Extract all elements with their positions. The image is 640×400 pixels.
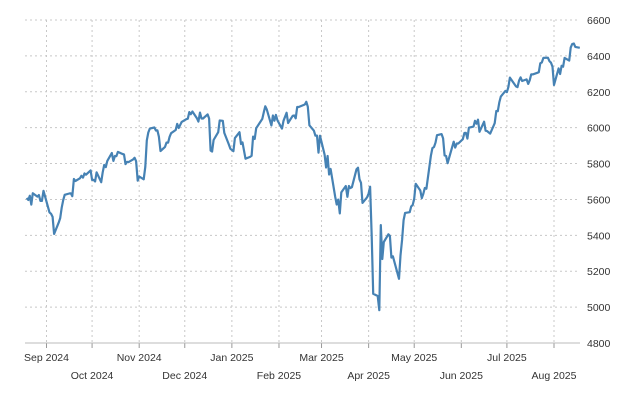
- x-tick-label: Aug 2025: [532, 370, 577, 382]
- y-tick-label: 6200: [587, 87, 611, 99]
- x-tick-label: Sep 2024: [24, 352, 69, 364]
- y-tick-label: 5000: [587, 302, 611, 314]
- x-tick-label: Jan 2025: [210, 352, 253, 364]
- x-tick-label: Apr 2025: [347, 370, 390, 382]
- x-tick-label: Oct 2024: [71, 370, 114, 382]
- series-layer: [25, 42, 581, 312]
- y-axis: 6600 6400 6200 6000 5800 5600 5400 5200 5000 4800: [587, 15, 611, 350]
- x-tick-label: Jun 2025: [440, 370, 483, 382]
- x-tick-label: Feb 2025: [257, 370, 302, 382]
- x-tick-label: Mar 2025: [299, 352, 344, 364]
- y-tick-label: 6600: [587, 15, 611, 27]
- y-tick-label: 5800: [587, 159, 611, 171]
- y-tick-label: 5200: [587, 266, 611, 278]
- x-tick-label: May 2025: [391, 352, 437, 364]
- y-tick-label: 5400: [587, 230, 611, 242]
- y-tick-label: 4800: [587, 338, 611, 350]
- x-tick-label: Jul 2025: [487, 352, 527, 364]
- x-tick-label: Dec 2024: [162, 370, 207, 382]
- y-tick-label: 6000: [587, 123, 611, 135]
- y-tick-label: 5600: [587, 194, 611, 206]
- x-tick-label: Nov 2024: [117, 352, 162, 364]
- gridlines: [25, 19, 580, 344]
- y-tick-label: 6400: [587, 51, 611, 63]
- series-line: [25, 42, 581, 312]
